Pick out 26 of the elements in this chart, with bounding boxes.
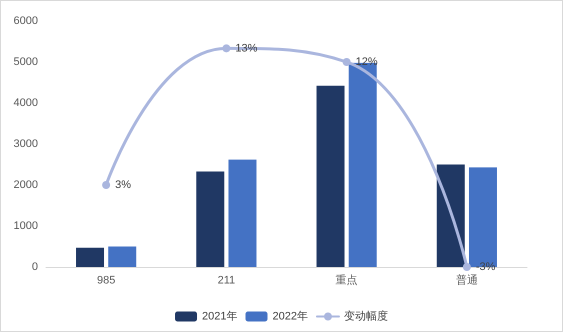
point: [462, 263, 471, 271]
data-label: 3%: [115, 179, 132, 191]
y-tick-label: 0: [32, 261, 38, 273]
y-tick-label: 3000: [14, 138, 38, 150]
bar: [76, 248, 104, 267]
bar: [436, 164, 465, 267]
x-tick-label: 普通: [456, 274, 478, 286]
data-label: 13%: [235, 42, 258, 54]
legend-label: 2022年: [272, 310, 308, 322]
bar: [108, 246, 136, 267]
bar: [196, 171, 224, 267]
y-tick-label: 1000: [14, 220, 38, 232]
legend-label: 2021年: [202, 310, 238, 322]
y-tick-label: 4000: [14, 97, 38, 109]
x-tick-label: 211: [218, 274, 236, 286]
x-tick-label: 985: [96, 274, 116, 286]
point: [222, 44, 230, 52]
y-tick-label: 2000: [14, 179, 38, 191]
point: [342, 58, 351, 66]
y-tick-label: 6000: [14, 15, 38, 27]
x-tick-label: 重点: [336, 274, 358, 286]
legend-label: 变动幅度: [344, 310, 388, 322]
y-tick-label: 5000: [14, 56, 38, 68]
bar: [228, 160, 256, 267]
point: [102, 181, 110, 189]
bar: [316, 86, 345, 267]
